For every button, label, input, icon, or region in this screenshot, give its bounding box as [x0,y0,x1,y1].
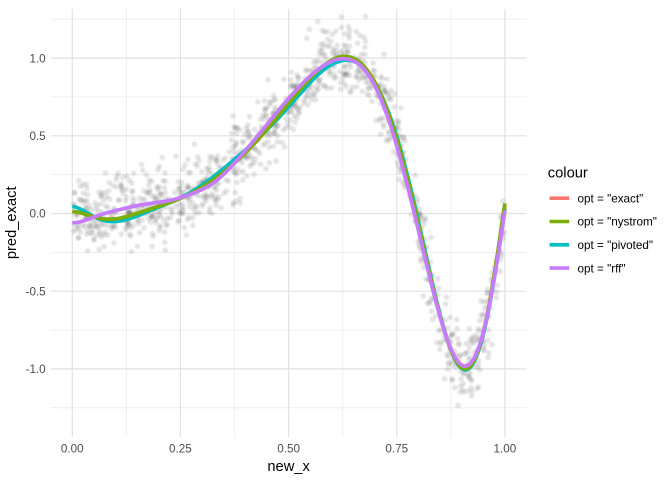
svg-text:0.75: 0.75 [385,443,408,456]
svg-text:0.5: 0.5 [29,130,46,143]
svg-text:-1.0: -1.0 [26,363,47,376]
svg-text:opt = "exact": opt = "exact" [578,192,644,205]
svg-text:1.0: 1.0 [29,52,46,65]
svg-text:opt = "nystrom": opt = "nystrom" [578,216,657,229]
svg-text:new_x: new_x [267,459,310,475]
svg-text:0.25: 0.25 [169,443,192,456]
svg-text:1.00: 1.00 [494,443,517,456]
svg-text:0.00: 0.00 [61,443,84,456]
svg-text:0.0: 0.0 [29,208,46,221]
svg-text:pred_exact: pred_exact [4,186,20,259]
svg-text:opt = "rff": opt = "rff" [578,262,626,275]
svg-text:opt = "pivoted": opt = "pivoted" [578,239,654,252]
svg-text:colour: colour [548,166,588,182]
svg-text:-0.5: -0.5 [26,285,47,298]
svg-text:0.50: 0.50 [277,443,300,456]
